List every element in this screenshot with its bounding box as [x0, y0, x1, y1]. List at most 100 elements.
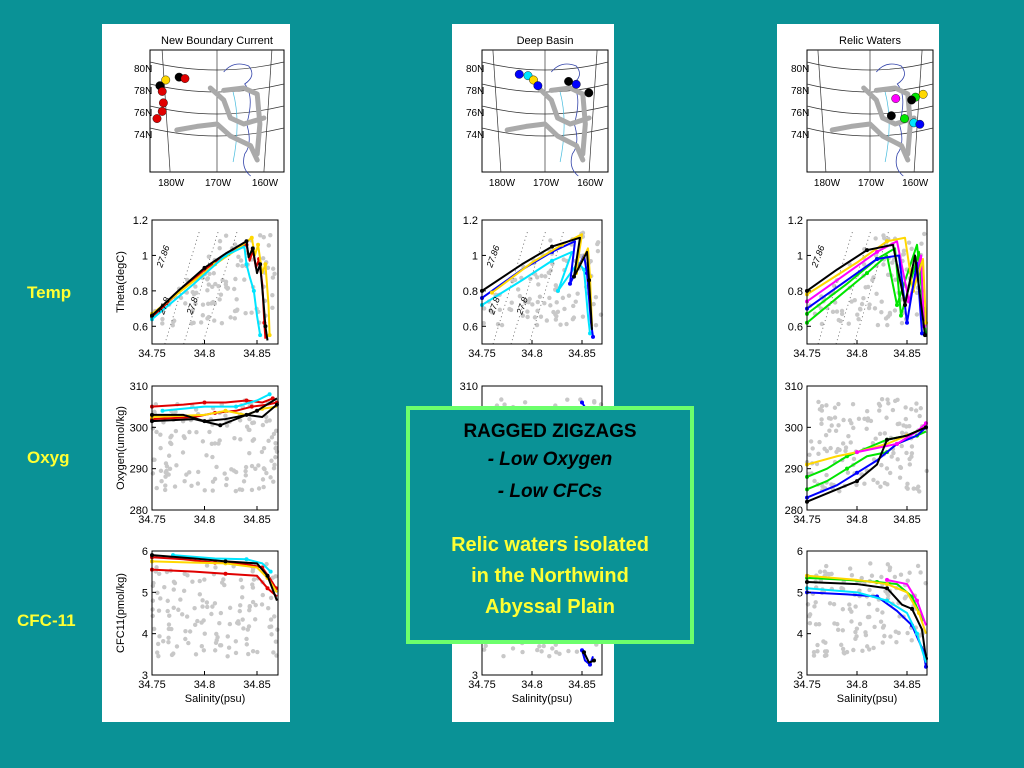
- series-point: [256, 242, 261, 247]
- background-sample: [247, 603, 252, 609]
- map-station-6: [157, 107, 167, 116]
- series-point: [923, 333, 927, 338]
- background-sample: [204, 600, 210, 605]
- background-sample: [548, 238, 553, 243]
- background-sample: [538, 314, 544, 319]
- y-tick-label: 1: [797, 250, 803, 262]
- y-tick-label: 1.2: [788, 215, 803, 227]
- background-sample: [268, 617, 274, 622]
- map-longitude-line: [492, 49, 502, 173]
- background-sample: [216, 283, 221, 289]
- background-sample: [502, 402, 507, 407]
- plot-frame: [151, 385, 279, 511]
- background-sample: [918, 570, 923, 575]
- map-longitude-line: [588, 49, 598, 173]
- background-sample: [831, 283, 837, 289]
- background-sample: [240, 585, 245, 590]
- series-point: [250, 246, 255, 251]
- background-sample: [853, 629, 858, 635]
- background-sample: [812, 604, 817, 609]
- background-sample: [557, 651, 562, 657]
- background-sample: [909, 406, 914, 412]
- background-sample: [862, 416, 867, 421]
- background-sample: [273, 445, 279, 451]
- background-sample: [548, 303, 553, 308]
- x-tick-label: 34.85: [243, 348, 271, 360]
- background-sample: [212, 318, 217, 323]
- background-sample: [863, 630, 868, 635]
- background-sample: [266, 438, 271, 444]
- callout-title: RAGGED ZIGZAGS: [463, 421, 637, 442]
- background-sample: [252, 617, 258, 622]
- background-sample: [866, 601, 872, 607]
- background-sample: [807, 620, 813, 626]
- background-sample: [187, 629, 193, 634]
- background-sample: [195, 481, 201, 486]
- background-sample: [526, 299, 531, 305]
- background-sample: [548, 268, 553, 273]
- background-sample: [861, 262, 867, 267]
- map-lat-label: 76N: [134, 108, 152, 119]
- background-sample: [213, 565, 218, 570]
- background-sample: [166, 622, 172, 627]
- background-sample: [851, 456, 857, 462]
- background-sample: [237, 608, 243, 614]
- background-sample: [813, 622, 819, 627]
- series-line-5: [886, 578, 927, 626]
- map-station-track: [221, 85, 263, 157]
- y-tick-label: 310: [460, 381, 478, 393]
- background-sample: [854, 482, 859, 488]
- map-0: [149, 49, 285, 177]
- x-tick-label: 34.85: [568, 679, 596, 691]
- background-sample: [497, 307, 503, 313]
- background-sample: [889, 454, 894, 459]
- series-point: [588, 331, 592, 336]
- series-point: [885, 239, 889, 244]
- background-sample: [885, 482, 890, 487]
- background-sample: [193, 652, 199, 657]
- background-sample: [840, 646, 846, 652]
- background-sample: [212, 601, 218, 606]
- background-sample: [256, 486, 262, 491]
- background-sample: [821, 639, 826, 644]
- background-sample: [158, 596, 163, 601]
- background-sample: [218, 610, 224, 616]
- background-sample: [892, 308, 898, 313]
- background-sample: [268, 595, 274, 601]
- background-sample: [154, 565, 159, 570]
- x-tick-label: 34.8: [194, 514, 215, 526]
- map-lat-label: 80N: [134, 64, 152, 75]
- background-sample: [495, 322, 501, 327]
- background-sample: [913, 408, 919, 413]
- background-sample: [488, 308, 493, 313]
- background-sample: [535, 647, 540, 653]
- background-sample: [918, 406, 923, 411]
- background-sample: [553, 317, 559, 322]
- background-sample: [200, 439, 206, 444]
- background-sample: [235, 263, 240, 268]
- series-point: [244, 557, 249, 562]
- background-sample: [828, 445, 833, 451]
- series-line-4: [151, 397, 278, 427]
- background-sample: [560, 295, 566, 301]
- callout-bullet-oxygen: - Low Oxygen: [487, 449, 613, 470]
- series-line-4: [806, 254, 923, 334]
- series-point: [885, 586, 889, 591]
- background-sample: [233, 242, 238, 247]
- background-sample: [265, 265, 271, 271]
- background-sample: [151, 626, 157, 632]
- background-sample: [167, 466, 173, 471]
- background-sample: [909, 638, 914, 643]
- background-sample: [810, 446, 815, 451]
- background-sample: [189, 483, 194, 488]
- series-line-3: [152, 403, 278, 423]
- background-sample: [183, 301, 188, 306]
- series-line-2: [806, 240, 925, 327]
- background-sample: [150, 471, 156, 476]
- background-sample: [884, 415, 889, 420]
- background-sample: [173, 428, 179, 434]
- background-sample: [872, 624, 877, 630]
- plot-11: [805, 550, 928, 676]
- background-sample: [822, 649, 828, 654]
- background-sample: [273, 428, 279, 434]
